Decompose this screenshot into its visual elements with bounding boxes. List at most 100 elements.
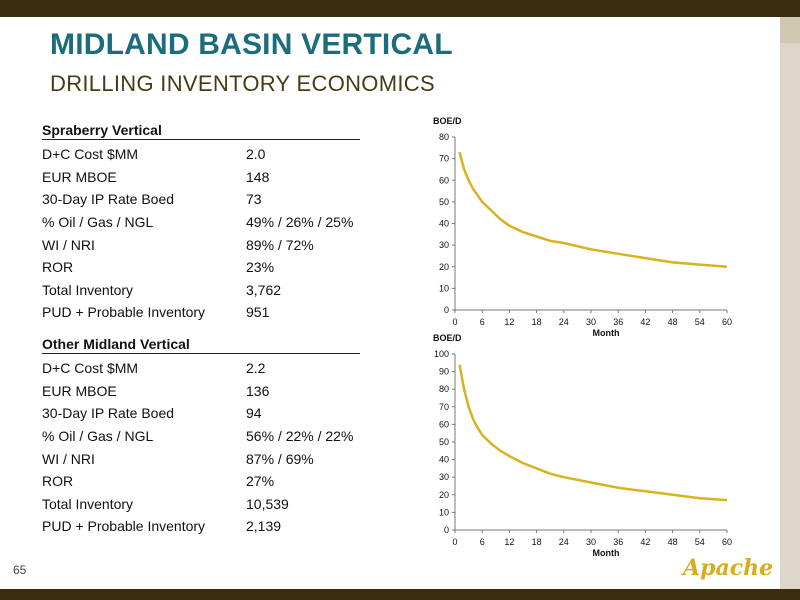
x-tick-label: 6	[480, 537, 485, 547]
table-row: % Oil / Gas / NGL 49% / 26% / 25%	[42, 211, 372, 234]
table-row: D+C Cost $MM 2.0	[42, 143, 372, 166]
row-label: % Oil / Gas / NGL	[42, 214, 154, 231]
row-label: D+C Cost $MM	[42, 146, 139, 163]
spraberry-table: D+C Cost $MM 2.0 EUR MBOE 148 30-Day IP Ra…	[42, 143, 372, 324]
table-row: PUD + Probable Inventory 2,139	[42, 515, 372, 538]
row-label: 30-Day IP Rate Boed	[42, 191, 175, 208]
right-side-bar	[780, 17, 800, 589]
y-tick-label: 90	[439, 367, 449, 377]
y-tick-label: 70	[439, 402, 449, 412]
x-axis-label: Month	[593, 328, 620, 338]
y-axis-label: BOE/D	[433, 333, 462, 343]
y-tick-label: 70	[439, 154, 449, 164]
row-label: Total Inventory	[42, 281, 134, 298]
y-tick-label: 0	[444, 525, 449, 535]
y-tick-label: 100	[434, 349, 449, 359]
x-axis-label: Month	[593, 548, 620, 558]
x-tick-label: 42	[640, 317, 650, 327]
y-tick-label: 10	[439, 283, 449, 293]
row-value: 136	[246, 382, 270, 399]
row-value: 49% / 26% / 25%	[246, 214, 354, 231]
x-tick-label: 54	[695, 317, 705, 327]
table-row: 30-Day IP Rate Boed 94	[42, 402, 372, 425]
y-tick-label: 30	[439, 240, 449, 250]
row-label: WI / NRI	[42, 450, 95, 467]
y-tick-label: 20	[439, 490, 449, 500]
other-midland-table: D+C Cost $MM 2.2 EUR MBOE 136 30-Day IP Ra…	[42, 357, 372, 538]
row-label: D+C Cost $MM	[42, 360, 139, 377]
x-tick-label: 48	[668, 537, 678, 547]
row-label: 30-Day IP Rate Boed	[42, 405, 175, 422]
x-tick-label: 36	[613, 537, 623, 547]
right-side-bar-accent	[780, 17, 800, 43]
x-tick-label: 36	[613, 317, 623, 327]
y-tick-label: 60	[439, 175, 449, 185]
x-tick-label: 18	[532, 537, 542, 547]
table-row: EUR MBOE 136	[42, 380, 372, 403]
table-row: EUR MBOE 148	[42, 166, 372, 189]
table-row: ROR 27%	[42, 470, 372, 493]
decline-curve-line	[458, 151, 728, 269]
row-value: 27%	[246, 473, 275, 490]
top-bar	[0, 0, 800, 17]
x-tick-label: 42	[640, 537, 650, 547]
x-tick-label: 0	[452, 537, 457, 547]
row-label: ROR	[42, 473, 74, 490]
section-heading-spraberry: Spraberry Vertical	[42, 122, 360, 140]
x-tick-label: 30	[586, 537, 596, 547]
x-tick-label: 24	[559, 317, 569, 327]
page-title: MIDLAND BASIN VERTICAL	[50, 28, 453, 61]
page-number: 65	[13, 563, 27, 577]
row-value: 2.0	[246, 146, 266, 163]
row-value: 94	[246, 405, 262, 422]
row-label: PUD + Probable Inventory	[42, 304, 206, 321]
row-label: ROR	[42, 259, 74, 276]
table-row: Total Inventory 3,762	[42, 279, 372, 302]
y-tick-label: 30	[439, 472, 449, 482]
y-tick-label: 50	[439, 437, 449, 447]
row-label: EUR MBOE	[42, 382, 117, 399]
table-row: WI / NRI 87% / 69%	[42, 447, 372, 470]
x-tick-label: 0	[452, 317, 457, 327]
table-row: ROR 23%	[42, 256, 372, 279]
row-value: 3,762	[246, 281, 282, 298]
decline-curve-line	[458, 364, 728, 502]
table-row: D+C Cost $MM 2.2	[42, 357, 372, 380]
x-tick-label: 12	[504, 317, 514, 327]
x-tick-label: 48	[668, 317, 678, 327]
row-value: 2,139	[246, 518, 282, 535]
row-value: 2.2	[246, 360, 266, 377]
y-tick-label: 80	[439, 132, 449, 142]
row-label: PUD + Probable Inventory	[42, 518, 206, 535]
y-tick-label: 0	[444, 305, 449, 315]
table-row: Total Inventory 10,539	[42, 493, 372, 516]
y-tick-label: 20	[439, 262, 449, 272]
row-value: 148	[246, 168, 270, 185]
y-axis-label: BOE/D	[433, 116, 462, 126]
x-tick-label: 30	[586, 317, 596, 327]
table-row: % Oil / Gas / NGL 56% / 22% / 22%	[42, 425, 372, 448]
x-tick-label: 18	[532, 317, 542, 327]
section-heading-other-midland: Other Midland Vertical	[42, 336, 360, 354]
row-value: 10,539	[246, 495, 289, 512]
row-value: 89% / 72%	[246, 236, 314, 253]
row-label: % Oil / Gas / NGL	[42, 428, 154, 445]
x-tick-label: 60	[722, 317, 732, 327]
row-value: 56% / 22% / 22%	[246, 428, 354, 445]
page-subtitle: DRILLING INVENTORY ECONOMICS	[50, 71, 435, 96]
y-tick-label: 80	[439, 384, 449, 394]
x-tick-label: 6	[480, 317, 485, 327]
row-value: 951	[246, 304, 270, 321]
bottom-bar	[0, 589, 800, 600]
y-tick-label: 50	[439, 197, 449, 207]
y-tick-label: 60	[439, 419, 449, 429]
x-tick-label: 60	[722, 537, 732, 547]
table-row: PUD + Probable Inventory 951	[42, 301, 372, 324]
row-label: Total Inventory	[42, 495, 134, 512]
y-tick-label: 10	[439, 507, 449, 517]
row-value: 73	[246, 191, 262, 208]
apache-logo: Apache	[683, 555, 774, 581]
row-label: EUR MBOE	[42, 168, 117, 185]
table-row: 30-Day IP Rate Boed 73	[42, 188, 372, 211]
